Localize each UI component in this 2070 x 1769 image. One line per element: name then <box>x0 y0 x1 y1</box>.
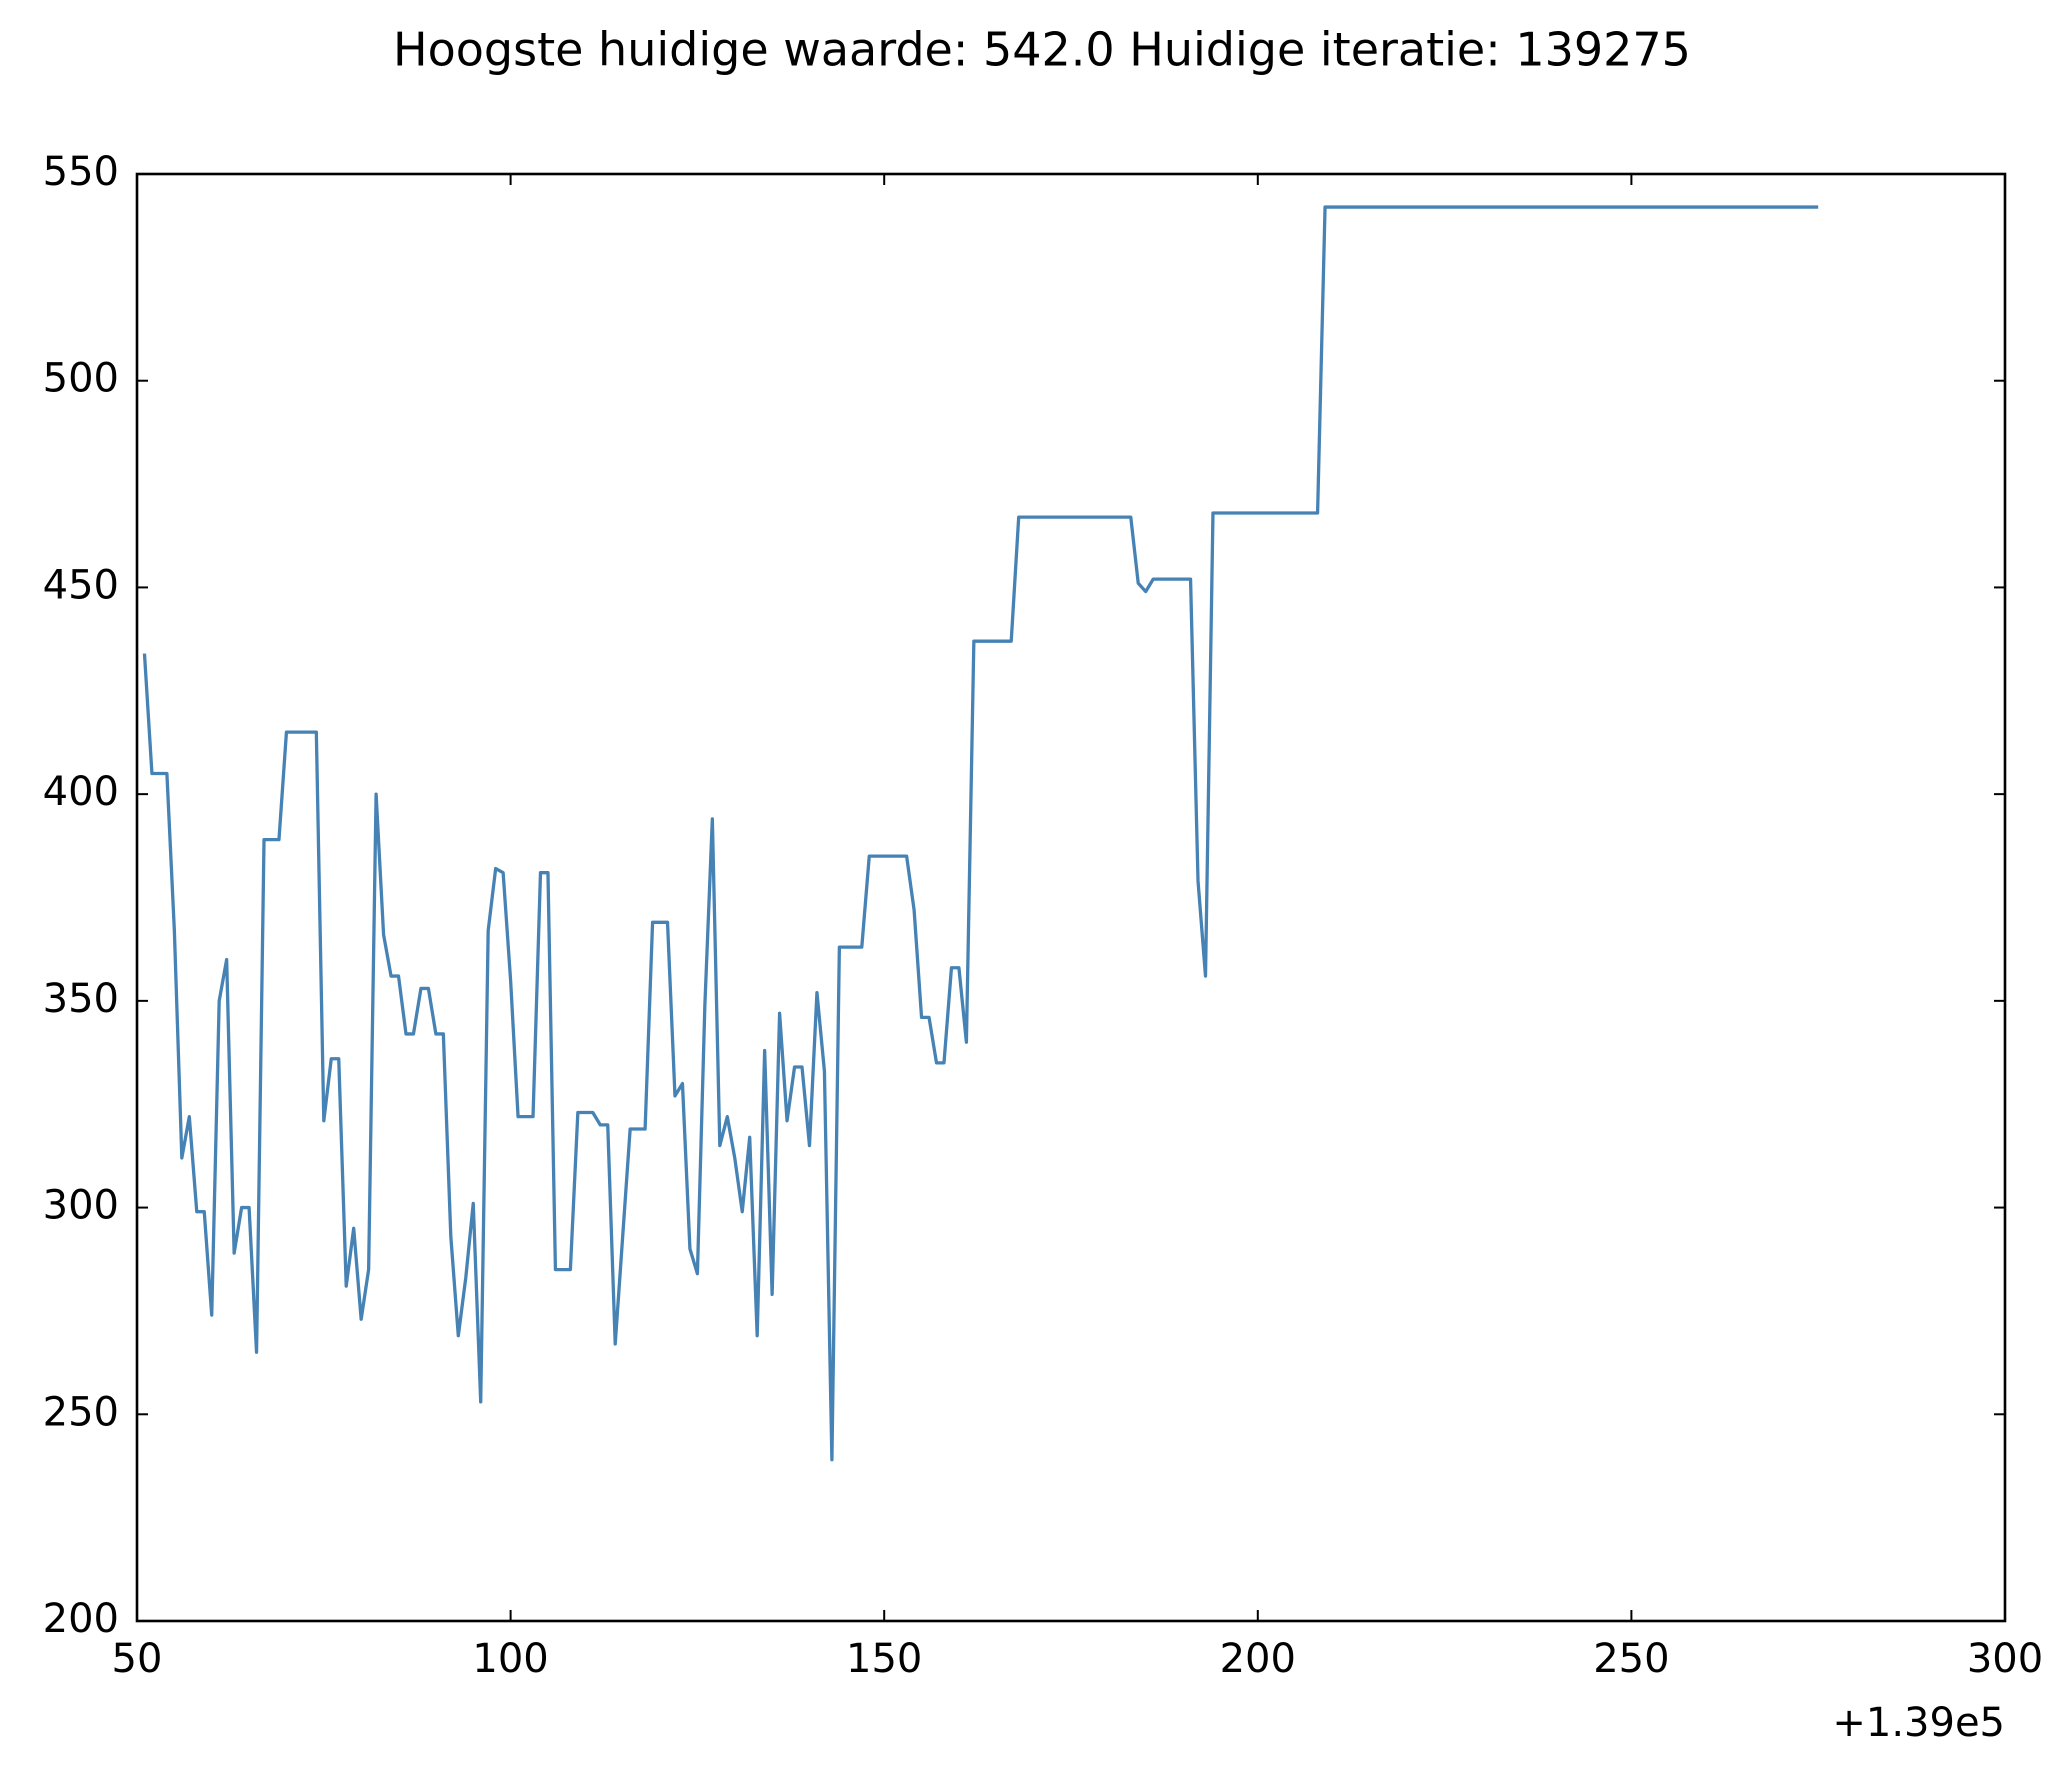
x-tick-label: 250 <box>1593 1636 1669 1682</box>
x-tick-label: 50 <box>112 1636 163 1682</box>
y-tick-label: 450 <box>43 562 119 608</box>
y-tick-label: 400 <box>43 769 119 815</box>
data-line <box>142 205 1819 1462</box>
y-tick-label: 500 <box>43 356 119 402</box>
y-tick-label: 200 <box>43 1596 119 1642</box>
x-tick-label: 300 <box>1967 1636 2043 1682</box>
y-tick-label: 250 <box>43 1389 119 1435</box>
y-tick-label: 350 <box>43 976 119 1022</box>
y-tick-label: 300 <box>43 1183 119 1229</box>
x-tick-label: 100 <box>472 1636 548 1682</box>
y-tick-label: 550 <box>43 149 119 195</box>
x-tick-label: 150 <box>846 1636 922 1682</box>
x-tick-label: 200 <box>1220 1636 1296 1682</box>
plot-frame <box>135 172 2007 1623</box>
x-offset-label: +1.39e5 <box>1832 1700 2005 1746</box>
chart-title: Hoogste huidige waarde: 542.0 Huidige it… <box>393 23 1691 77</box>
